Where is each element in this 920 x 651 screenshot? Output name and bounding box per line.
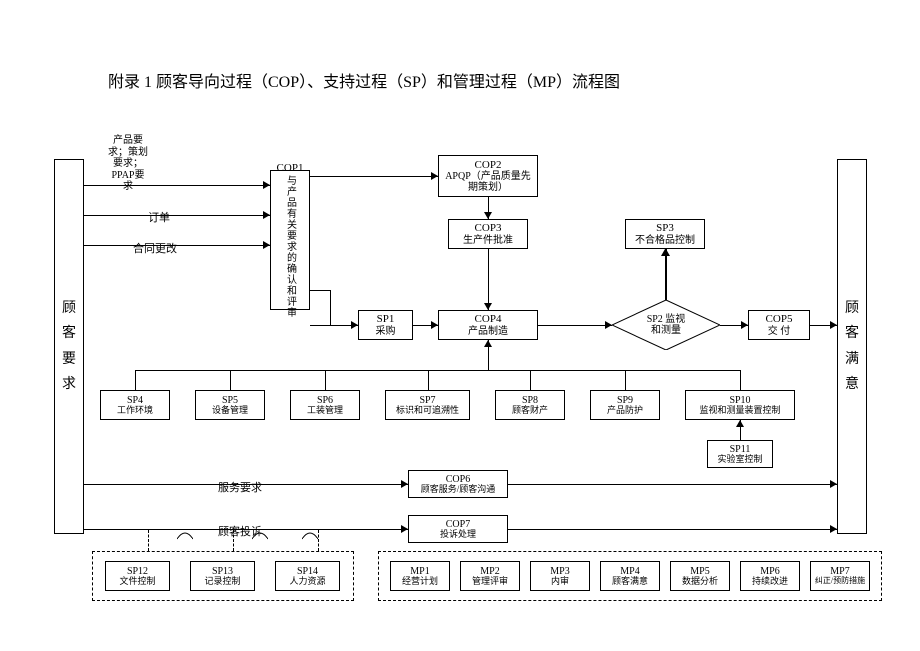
sp13-code: SP13 bbox=[212, 566, 233, 577]
sp12-code: SP12 bbox=[127, 566, 148, 577]
sp5-label: 设备管理 bbox=[212, 406, 248, 416]
node-sp3: SP3 不合格品控制 bbox=[625, 219, 705, 249]
mp5-label: 数据分析 bbox=[682, 577, 718, 587]
label-order: 订单 bbox=[148, 209, 170, 225]
cop4-code: COP4 bbox=[475, 313, 502, 325]
node-sp14: SP14人力资源 bbox=[275, 561, 340, 591]
side-right-c1: 顾 bbox=[845, 296, 859, 321]
side-customer-satisfaction: 顾 客 满 意 bbox=[837, 159, 867, 534]
sp6-code: SP6 bbox=[317, 395, 333, 406]
mp4-code: MP4 bbox=[620, 566, 639, 577]
sp1-label: 采购 bbox=[376, 326, 396, 337]
node-cop1: COP1 与产品有关要求的确认和评审 bbox=[270, 170, 310, 310]
node-sp12: SP12文件控制 bbox=[105, 561, 170, 591]
sp14-code: SP14 bbox=[297, 566, 318, 577]
mp6-code: MP6 bbox=[760, 566, 779, 577]
node-sp7: SP7标识和可追溯性 bbox=[385, 390, 470, 420]
mp7-label: 纠正/预防措施 bbox=[815, 577, 865, 586]
label-contract-change: 合同更改 bbox=[133, 240, 177, 256]
cop3-label: 生产件批准 bbox=[463, 235, 513, 246]
sp10-code: SP10 bbox=[729, 395, 750, 406]
side-left-c1: 顾 bbox=[62, 296, 76, 321]
node-sp1: SP1 采购 bbox=[358, 310, 413, 340]
side-right-c3: 满 bbox=[845, 347, 859, 372]
sp4-label: 工作环境 bbox=[117, 406, 153, 416]
cop3-code: COP3 bbox=[475, 222, 502, 234]
cop7-label: 投诉处理 bbox=[440, 530, 476, 540]
node-sp13: SP13记录控制 bbox=[190, 561, 255, 591]
sp7-code: SP7 bbox=[419, 395, 435, 406]
sp9-label: 产品防护 bbox=[607, 406, 643, 416]
node-mp5: MP5数据分析 bbox=[670, 561, 730, 591]
cop1-label: 与产品有关要求的确认和评审 bbox=[283, 175, 298, 318]
node-cop5: COP5 交 付 bbox=[748, 310, 810, 340]
sp10-label: 监视和测量装置控制 bbox=[699, 406, 780, 416]
label-product-requirements: 产品要求；策划要求；PPAP要求 bbox=[108, 135, 148, 193]
mp3-code: MP3 bbox=[550, 566, 569, 577]
sp3-code: SP3 bbox=[656, 222, 674, 234]
sp11-code: SP11 bbox=[730, 444, 751, 455]
mp1-label: 经营计划 bbox=[402, 577, 438, 587]
node-cop2: COP2 APQP（产品质量先期策划） bbox=[438, 155, 538, 197]
node-cop4: COP4 产品制造 bbox=[438, 310, 538, 340]
cop5-label: 交 付 bbox=[768, 326, 791, 337]
side-left-c4: 求 bbox=[62, 372, 76, 397]
mp4-label: 顾客满意 bbox=[612, 577, 648, 587]
sp2-label: 和测量 bbox=[651, 325, 681, 336]
mp2-code: MP2 bbox=[480, 566, 499, 577]
side-customer-requirements: 顾 客 要 求 bbox=[54, 159, 84, 534]
mp6-label: 持续改进 bbox=[752, 577, 788, 587]
node-mp1: MP1经营计划 bbox=[390, 561, 450, 591]
node-sp11: SP11实验室控制 bbox=[707, 440, 773, 468]
mp2-label: 管理评审 bbox=[472, 577, 508, 587]
mp5-code: MP5 bbox=[690, 566, 709, 577]
node-mp2: MP2管理评审 bbox=[460, 561, 520, 591]
side-left-c2: 客 bbox=[62, 321, 76, 346]
cop1-code: COP1 bbox=[277, 162, 304, 174]
cop2-code: COP2 bbox=[475, 159, 502, 171]
node-cop3: COP3 生产件批准 bbox=[448, 219, 528, 249]
sp4-code: SP4 bbox=[127, 395, 143, 406]
node-sp10: SP10监视和测量装置控制 bbox=[685, 390, 795, 420]
page-title: 附录 1 顾客导向过程（COP）、支持过程（SP）和管理过程（MP）流程图 bbox=[108, 68, 620, 92]
node-cop7: COP7投诉处理 bbox=[408, 515, 508, 543]
sp11-label: 实验室控制 bbox=[717, 455, 762, 465]
node-mp4: MP4顾客满意 bbox=[600, 561, 660, 591]
node-sp4: SP4工作环境 bbox=[100, 390, 170, 420]
node-sp9: SP9产品防护 bbox=[590, 390, 660, 420]
side-right-c4: 意 bbox=[845, 372, 859, 397]
node-mp7: MP7纠正/预防措施 bbox=[810, 561, 870, 591]
sp1-code: SP1 bbox=[377, 313, 395, 325]
side-right-c2: 客 bbox=[845, 321, 859, 346]
node-mp6: MP6持续改进 bbox=[740, 561, 800, 591]
sp12-label: 文件控制 bbox=[119, 577, 155, 587]
cop4-label: 产品制造 bbox=[468, 326, 508, 337]
sp9-code: SP9 bbox=[617, 395, 633, 406]
cop6-label: 顾客服务/顾客沟通 bbox=[421, 485, 496, 495]
sp6-label: 工装管理 bbox=[307, 406, 343, 416]
sp14-label: 人力资源 bbox=[289, 577, 325, 587]
cop6-code: COP6 bbox=[446, 474, 470, 485]
node-cop6: COP6顾客服务/顾客沟通 bbox=[408, 470, 508, 498]
sp3-label: 不合格品控制 bbox=[635, 235, 695, 246]
sp13-label: 记录控制 bbox=[204, 577, 240, 587]
sp8-label: 顾客财产 bbox=[512, 406, 548, 416]
cop2-label: APQP（产品质量先期策划） bbox=[441, 171, 535, 193]
node-sp8: SP8顾客财产 bbox=[495, 390, 565, 420]
node-sp5: SP5设备管理 bbox=[195, 390, 265, 420]
mp1-code: MP1 bbox=[410, 566, 429, 577]
sp2-code: SP2 监视 bbox=[647, 314, 686, 325]
node-sp6: SP6工装管理 bbox=[290, 390, 360, 420]
node-sp2: SP2 监视 和测量 bbox=[612, 300, 720, 350]
sp5-code: SP5 bbox=[222, 395, 238, 406]
label-customer-complaint: 顾客投诉 bbox=[218, 523, 262, 539]
cop5-code: COP5 bbox=[766, 313, 793, 325]
node-mp3: MP3内审 bbox=[530, 561, 590, 591]
mp3-label: 内审 bbox=[551, 577, 569, 587]
side-left-c3: 要 bbox=[62, 347, 76, 372]
label-service-request: 服务要求 bbox=[218, 479, 262, 495]
sp8-code: SP8 bbox=[522, 395, 538, 406]
sp7-label: 标识和可追溯性 bbox=[396, 406, 459, 416]
cop7-code: COP7 bbox=[446, 519, 470, 530]
